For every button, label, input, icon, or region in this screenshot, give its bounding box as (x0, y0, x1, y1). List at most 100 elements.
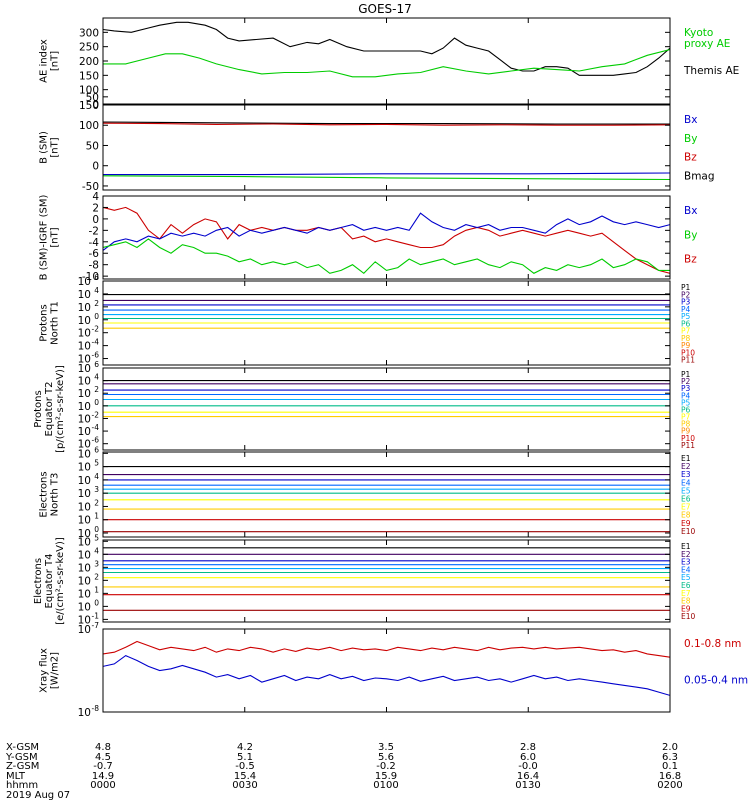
plot-title: GOES-17 (358, 2, 412, 16)
bmi-legend-entry: By (684, 229, 697, 241)
pn-legend-entry: P5 (681, 312, 691, 321)
pn-legend-entry: P8 (681, 334, 691, 343)
bmi-ytick-label: 0 (92, 214, 99, 226)
pn-ytick-label: 10 (78, 341, 91, 353)
pe-ytick-exponent: 6 (94, 360, 99, 369)
pe-legend-entry: P7 (681, 413, 691, 422)
footer-value: 5.1 (237, 752, 253, 763)
footer-row-label: MLT (6, 771, 26, 782)
pn-legend-entry: P11 (681, 356, 695, 365)
footer-value: 14.9 (92, 771, 114, 782)
bmi-ytick-label: -6 (89, 248, 100, 260)
ee-ytick-label: 10 (78, 562, 91, 574)
pe-ytick-exponent: 0 (94, 398, 99, 407)
bsm-frame (102, 104, 671, 191)
ae-legend-entry: Kyoto (684, 27, 713, 39)
ae-legend-entry: proxy AE (684, 38, 730, 50)
bmi-series-by (103, 238, 670, 275)
ee-ytick-exponent: 1 (94, 585, 99, 594)
pe-ytick-label: 10 (78, 401, 91, 413)
en-legend-entry: E7 (681, 503, 691, 512)
en-frame (102, 451, 671, 538)
ae-frame (102, 17, 671, 105)
footer-row-label: X-GSM (6, 742, 39, 753)
ee-legend-entry: E2 (681, 550, 691, 559)
en-legend-entry: E4 (681, 478, 691, 487)
bsm-ylabel: B (SM) (39, 131, 50, 164)
ee-ytick-label: 10 (78, 549, 91, 561)
footer-value: 3.5 (378, 742, 394, 753)
en-legend-entry: E10 (681, 527, 696, 536)
pn-ytick-label: 10 (78, 354, 91, 366)
pe-legend-entry: P10 (681, 434, 695, 443)
en-legend-entry: E6 (681, 495, 691, 504)
pe-ytick-exponent: -2 (92, 410, 100, 419)
ee-legend-entry: E10 (681, 612, 696, 621)
xray-ylabel: [W/m2] (50, 652, 61, 689)
bmi-ytick-label: 4 (92, 191, 99, 203)
footer-row-label: Y-GSM (5, 752, 38, 763)
ee-legend-entry: E6 (681, 581, 691, 590)
ae-ytick-label: 150 (79, 70, 99, 82)
bsm-legend-entry: Bz (684, 152, 697, 164)
footer-value: 15.9 (375, 771, 397, 782)
ae-ytick-label: 100 (79, 85, 99, 97)
pn-ytick-exponent: -4 (92, 338, 100, 347)
ae-legend-entry: Themis AE (683, 65, 739, 77)
footer-value: 4.5 (95, 752, 111, 763)
pn-ylabel: North T1 (50, 301, 61, 345)
ee-legend-entry: E7 (681, 589, 691, 598)
ee-frame (102, 539, 671, 623)
pn-ytick-exponent: -2 (92, 325, 100, 334)
xray-series-0-1-0-8-nm (103, 640, 670, 658)
en-ytick-label: 10 (78, 528, 91, 540)
ae-ytick-label: 50 (86, 92, 99, 104)
ee-ylabel: Equator T4 (44, 554, 55, 609)
footer-date: 2019 Aug 07 (6, 790, 70, 800)
footer-value: 16.4 (517, 771, 539, 782)
xray-legend-entry: 0.05-0.4 nm (684, 675, 748, 687)
footer-value: 5.6 (378, 752, 394, 763)
footer-value: 0200 (657, 780, 682, 791)
footer-value: 6.3 (662, 752, 678, 763)
en-legend-entry: E1 (681, 454, 691, 463)
bmi-legend-entry: Bx (684, 205, 697, 217)
ee-legend-entry: E1 (681, 542, 691, 551)
bsm-series-bz (103, 122, 670, 126)
pe-ytick-exponent: 4 (94, 373, 99, 382)
pn-ytick-label: 10 (78, 328, 91, 340)
xray-ytick-label: 10 (78, 707, 91, 719)
pn-legend-entry: P2 (681, 290, 691, 299)
bsm-series-by (103, 175, 670, 181)
ee-ytick-label: 10 (78, 536, 91, 548)
bmi-ytick-label: -2 (89, 225, 99, 237)
ee-ytick-label: 10 (78, 601, 91, 613)
ae-ylabel: [nT] (50, 51, 61, 71)
pn-ytick-label: 10 (78, 302, 91, 314)
en-legend-entry: E3 (681, 470, 691, 479)
ae-series-themis-ae (103, 21, 670, 76)
en-ytick-exponent: 2 (94, 498, 99, 507)
en-ytick-exponent: 4 (94, 472, 99, 481)
xray-ytick-exponent: -8 (92, 704, 100, 713)
xray-frame (102, 628, 671, 713)
bsm-ytick-label: 150 (79, 100, 99, 112)
bsm-legend-entry: Bx (684, 114, 697, 126)
en-ytick-label: 10 (78, 488, 91, 500)
bsm-series-bmag (103, 121, 670, 125)
pe-ytick-label: 10 (78, 388, 91, 400)
ae-ytick-label: 250 (79, 42, 99, 54)
pn-ytick-exponent: -6 (92, 351, 100, 360)
footer-value: 4.8 (95, 742, 111, 753)
pn-legend-entry: P3 (681, 298, 691, 307)
xray-series-0-05-0-4-nm (103, 654, 670, 696)
bmi-ytick-label: -8 (89, 260, 99, 272)
ee-ytick-exponent: 4 (94, 546, 99, 555)
footer-value: 0000 (90, 780, 115, 791)
pe-ylabel: Equator T2 (44, 382, 55, 437)
pe-ylabel: Protons (33, 390, 44, 427)
pn-ytick-exponent: 0 (94, 312, 99, 321)
